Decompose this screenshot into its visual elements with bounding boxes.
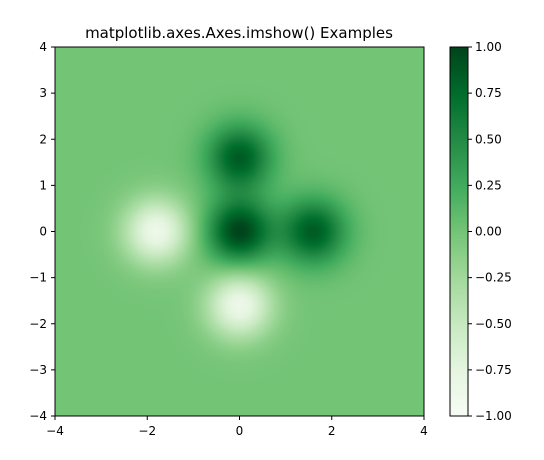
colorbar-tick-label: 0.75 bbox=[475, 86, 502, 100]
colorbar-gradient bbox=[450, 47, 468, 416]
colorbar-tick-label: −1.00 bbox=[475, 409, 512, 423]
colorbar-tick-label: −0.50 bbox=[475, 317, 512, 331]
y-tick-label: −1 bbox=[29, 271, 47, 285]
x-tick-label: −4 bbox=[46, 424, 64, 438]
y-tick-label: −4 bbox=[29, 409, 47, 423]
y-tick-label: −3 bbox=[29, 363, 47, 377]
y-axis: −4 −3 −2 −1 0 1 2 3 4 bbox=[29, 40, 55, 423]
x-tick-label: 2 bbox=[328, 424, 336, 438]
colorbar-tick-label: 0.50 bbox=[475, 132, 502, 146]
x-tick-label: 4 bbox=[420, 424, 428, 438]
y-tick-label: 4 bbox=[39, 40, 47, 54]
plot-area bbox=[54, 46, 425, 417]
x-tick-label: −2 bbox=[138, 424, 156, 438]
y-tick-label: −2 bbox=[29, 317, 47, 331]
colorbar-tick-label: −0.75 bbox=[475, 363, 512, 377]
heatmap-image bbox=[55, 47, 424, 416]
colorbar: −1.00 −0.75 −0.50 −0.25 0.00 0.25 0.50 0.75 1.00 bbox=[449, 40, 512, 423]
x-tick-label: 0 bbox=[236, 424, 244, 438]
colorbar-tick-label: 0.00 bbox=[475, 225, 502, 239]
colorbar-tick-label: 1.00 bbox=[475, 40, 502, 54]
colorbar-tick-label: −0.25 bbox=[475, 271, 512, 285]
chart-title: matplotlib.axes.Axes.imshow() Examples bbox=[85, 24, 393, 42]
y-tick-label: 1 bbox=[39, 178, 47, 192]
x-axis: −4 −2 0 2 4 bbox=[46, 416, 428, 438]
colorbar-ticks: −1.00 −0.75 −0.50 −0.25 0.00 0.25 0.50 0.75 1.00 bbox=[468, 40, 512, 423]
y-tick-label: 0 bbox=[39, 225, 47, 239]
colorbar-tick-label: 0.25 bbox=[475, 178, 502, 192]
y-tick-label: 3 bbox=[39, 86, 47, 100]
y-tick-label: 2 bbox=[39, 132, 47, 146]
